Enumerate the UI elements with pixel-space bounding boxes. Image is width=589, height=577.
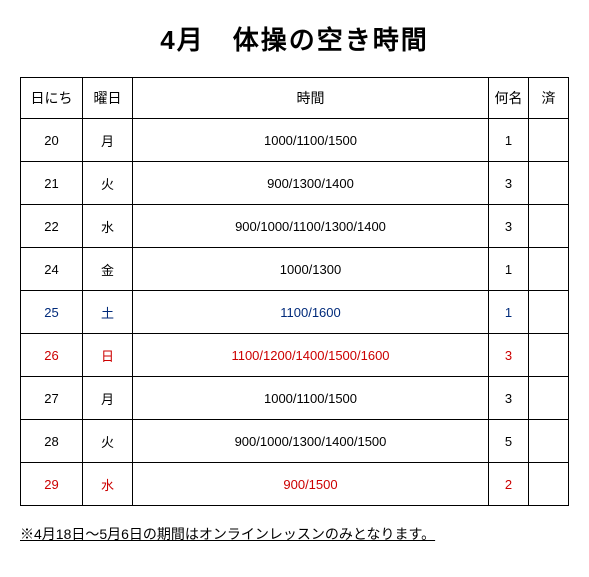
cell-done [529, 205, 569, 248]
table-row: 28火900/1000/1300/1400/15005 [21, 420, 569, 463]
cell-day: 土 [83, 291, 133, 334]
cell-date: 27 [21, 377, 83, 420]
col-header-date: 日にち [21, 78, 83, 119]
cell-day: 金 [83, 248, 133, 291]
cell-time: 1000/1100/1500 [133, 119, 489, 162]
table-row: 24金1000/13001 [21, 248, 569, 291]
cell-day: 火 [83, 420, 133, 463]
cell-capacity: 1 [489, 291, 529, 334]
page-title: 4月 体操の空き時間 [20, 20, 569, 57]
col-header-done: 済 [529, 78, 569, 119]
cell-done [529, 248, 569, 291]
cell-day: 月 [83, 119, 133, 162]
table-row: 26日1100/1200/1400/1500/16003 [21, 334, 569, 377]
cell-capacity: 3 [489, 377, 529, 420]
cell-date: 24 [21, 248, 83, 291]
table-row: 22水900/1000/1100/1300/14003 [21, 205, 569, 248]
cell-date: 29 [21, 463, 83, 506]
cell-date: 20 [21, 119, 83, 162]
col-header-capacity: 何名 [489, 78, 529, 119]
cell-day: 日 [83, 334, 133, 377]
cell-time: 1000/1300 [133, 248, 489, 291]
cell-capacity: 3 [489, 334, 529, 377]
schedule-table: 日にち 曜日 時間 何名 済 20月1000/1100/1500121火900/… [20, 77, 569, 506]
cell-day: 月 [83, 377, 133, 420]
cell-time: 900/1000/1100/1300/1400 [133, 205, 489, 248]
table-row: 25土1100/16001 [21, 291, 569, 334]
cell-time: 1100/1600 [133, 291, 489, 334]
table-header-row: 日にち 曜日 時間 何名 済 [21, 78, 569, 119]
cell-capacity: 5 [489, 420, 529, 463]
cell-time: 900/1300/1400 [133, 162, 489, 205]
cell-done [529, 119, 569, 162]
table-row: 20月1000/1100/15001 [21, 119, 569, 162]
cell-done [529, 420, 569, 463]
cell-capacity: 1 [489, 248, 529, 291]
cell-date: 22 [21, 205, 83, 248]
cell-done [529, 162, 569, 205]
cell-done [529, 377, 569, 420]
cell-time: 900/1500 [133, 463, 489, 506]
cell-day: 火 [83, 162, 133, 205]
cell-done [529, 334, 569, 377]
cell-date: 26 [21, 334, 83, 377]
table-row: 27月1000/1100/15003 [21, 377, 569, 420]
cell-day: 水 [83, 205, 133, 248]
cell-date: 25 [21, 291, 83, 334]
cell-time: 900/1000/1300/1400/1500 [133, 420, 489, 463]
footnote: ※4月18日～5月6日の期間はオンラインレッスンのみとなります。 [20, 524, 569, 544]
cell-capacity: 3 [489, 205, 529, 248]
table-row: 21火900/1300/14003 [21, 162, 569, 205]
cell-capacity: 3 [489, 162, 529, 205]
cell-done [529, 291, 569, 334]
cell-capacity: 2 [489, 463, 529, 506]
cell-capacity: 1 [489, 119, 529, 162]
cell-time: 1100/1200/1400/1500/1600 [133, 334, 489, 377]
cell-day: 水 [83, 463, 133, 506]
cell-time: 1000/1100/1500 [133, 377, 489, 420]
cell-date: 28 [21, 420, 83, 463]
col-header-time: 時間 [133, 78, 489, 119]
cell-date: 21 [21, 162, 83, 205]
cell-done [529, 463, 569, 506]
table-row: 29水900/15002 [21, 463, 569, 506]
col-header-day: 曜日 [83, 78, 133, 119]
